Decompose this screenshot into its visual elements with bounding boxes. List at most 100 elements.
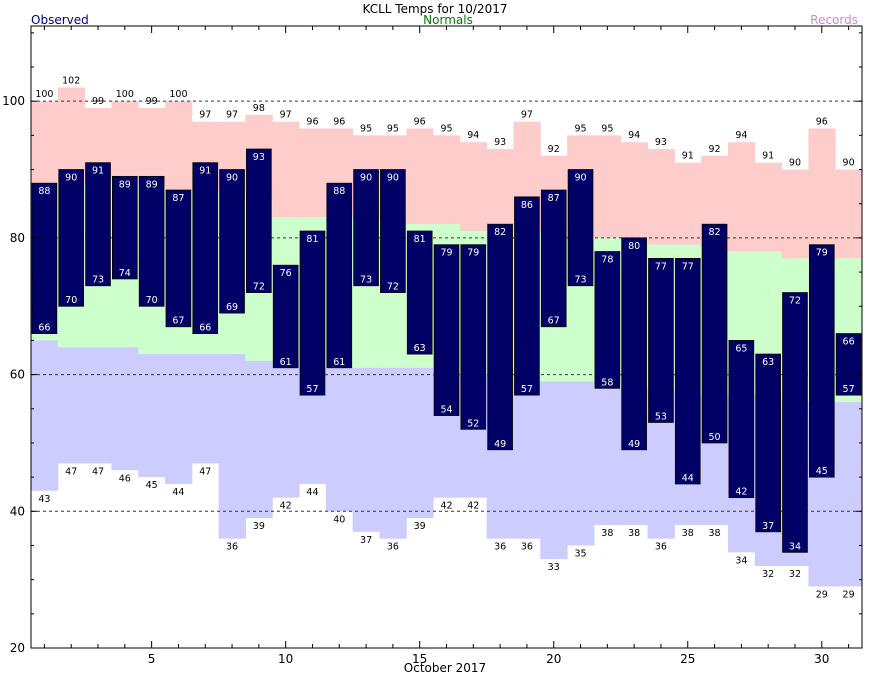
record-high-band bbox=[406, 128, 434, 225]
observed-bar bbox=[299, 230, 326, 396]
record-high-label: 97 bbox=[280, 110, 292, 121]
observed-low-label: 63 bbox=[414, 343, 426, 354]
record-high-label: 100 bbox=[116, 89, 134, 100]
record-low-label: 37 bbox=[360, 535, 372, 546]
record-low-label: 36 bbox=[387, 542, 399, 553]
record-high-label: 92 bbox=[709, 144, 721, 155]
record-low-label: 44 bbox=[306, 487, 318, 498]
observed-high-label: 81 bbox=[414, 234, 426, 245]
record-low-label: 29 bbox=[816, 589, 828, 600]
record-low-label: 42 bbox=[280, 501, 292, 512]
record-low-band bbox=[379, 367, 407, 539]
record-high-label: 97 bbox=[226, 110, 238, 121]
record-low-label: 29 bbox=[843, 589, 855, 600]
observed-high-label: 89 bbox=[119, 179, 131, 190]
observed-high-label: 77 bbox=[655, 261, 667, 272]
observed-low-label: 73 bbox=[92, 275, 104, 286]
record-high-label: 95 bbox=[440, 123, 452, 134]
observed-bar bbox=[540, 189, 567, 328]
y-tick-label: 60 bbox=[10, 368, 25, 382]
record-low-label: 43 bbox=[38, 494, 50, 505]
record-low-band bbox=[218, 354, 246, 539]
record-high-band bbox=[486, 149, 515, 232]
record-low-label: 40 bbox=[333, 514, 345, 525]
record-high-band bbox=[593, 135, 622, 238]
observed-bar bbox=[808, 244, 835, 478]
observed-low-label: 67 bbox=[548, 316, 560, 327]
y-tick-label: 20 bbox=[10, 641, 25, 655]
chart-title: KCLL Temps for 10/2017 bbox=[363, 2, 508, 16]
observed-high-label: 79 bbox=[440, 248, 452, 259]
observed-low-label: 50 bbox=[709, 432, 721, 443]
observed-bar bbox=[246, 148, 272, 293]
record-high-band bbox=[433, 135, 461, 225]
observed-low-label: 57 bbox=[843, 384, 855, 395]
x-axis-label: October 2017 bbox=[404, 661, 486, 675]
observed-high-label: 90 bbox=[387, 173, 399, 184]
observed-bar bbox=[487, 223, 513, 451]
record-low-label: 35 bbox=[574, 548, 586, 559]
axes: 20 40 60 80 100 5 10 15 20 25 30 bbox=[2, 26, 862, 666]
record-low-band bbox=[325, 367, 354, 512]
x-tick-label: 5 bbox=[148, 652, 156, 666]
observed-bar bbox=[433, 244, 460, 417]
observed-bar bbox=[782, 292, 808, 553]
record-low-label: 47 bbox=[65, 466, 77, 477]
observed-low-label: 54 bbox=[440, 405, 452, 416]
record-low-label: 38 bbox=[601, 528, 613, 539]
record-low-label: 38 bbox=[682, 528, 694, 539]
record-high-label: 94 bbox=[467, 130, 479, 141]
observed-low-label: 58 bbox=[601, 377, 613, 388]
observed-low-label: 67 bbox=[172, 316, 184, 327]
observed-low-label: 70 bbox=[146, 295, 158, 306]
observed-bars bbox=[31, 148, 862, 553]
record-low-label: 32 bbox=[762, 569, 774, 580]
observed-high-label: 66 bbox=[843, 337, 855, 348]
observed-high-label: 87 bbox=[548, 193, 560, 204]
record-low-label: 42 bbox=[440, 501, 452, 512]
observed-low-label: 44 bbox=[682, 473, 694, 484]
record-high-band bbox=[674, 162, 702, 245]
record-high-label: 97 bbox=[521, 110, 533, 121]
record-low-label: 36 bbox=[494, 542, 506, 553]
record-low-band bbox=[567, 381, 595, 546]
record-high-label: 92 bbox=[548, 144, 560, 155]
record-low-label: 47 bbox=[92, 466, 104, 477]
observed-low-label: 49 bbox=[628, 439, 640, 450]
record-low-label: 39 bbox=[414, 521, 426, 532]
record-high-band bbox=[781, 169, 809, 259]
observed-bar bbox=[621, 237, 647, 451]
record-high-label: 93 bbox=[494, 137, 506, 148]
observed-bar bbox=[272, 264, 299, 369]
observed-high-label: 87 bbox=[172, 193, 184, 204]
record-high-label: 95 bbox=[574, 123, 586, 134]
observed-low-label: 34 bbox=[789, 541, 801, 552]
observed-low-label: 42 bbox=[735, 487, 747, 498]
observed-high-label: 78 bbox=[601, 255, 613, 266]
observed-high-label: 90 bbox=[574, 173, 586, 184]
record-low-label: 42 bbox=[467, 501, 479, 512]
observed-high-label: 76 bbox=[280, 268, 292, 279]
observed-bar bbox=[835, 333, 862, 396]
record-high-label: 95 bbox=[387, 123, 399, 134]
record-high-band bbox=[165, 101, 193, 191]
record-low-label: 36 bbox=[226, 542, 238, 553]
observed-bar bbox=[460, 244, 487, 430]
record-low-label: 47 bbox=[199, 466, 211, 477]
record-high-band bbox=[808, 128, 836, 259]
observed-bar bbox=[648, 257, 674, 423]
record-high-label: 99 bbox=[92, 96, 104, 107]
record-low-band bbox=[406, 367, 434, 519]
record-high-label: 95 bbox=[601, 123, 613, 134]
observed-high-label: 86 bbox=[521, 200, 533, 211]
record-high-label: 90 bbox=[843, 158, 855, 169]
record-low-label: 32 bbox=[789, 569, 801, 580]
x-tick-label: 10 bbox=[278, 652, 293, 666]
record-high-label: 91 bbox=[762, 151, 774, 162]
observed-bar bbox=[192, 162, 219, 334]
record-high-label: 97 bbox=[199, 110, 211, 121]
observed-low-label: 49 bbox=[494, 439, 506, 450]
record-low-label: 44 bbox=[172, 487, 184, 498]
observed-bar bbox=[406, 230, 433, 355]
observed-bar bbox=[58, 169, 85, 307]
